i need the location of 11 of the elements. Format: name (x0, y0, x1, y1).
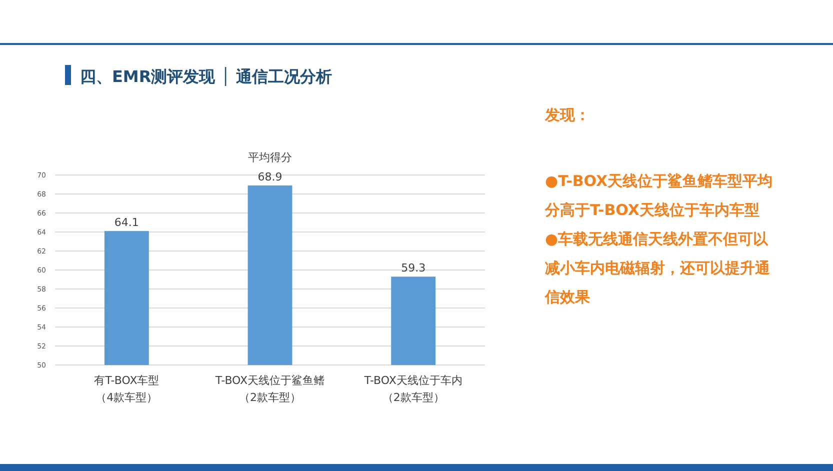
x-tick-label: 有T-BOX车型（4款车型） (94, 374, 160, 404)
text: ●T-BOX天线位于鲨鱼鳍车型平均分高于T-BOX天线位于车内车型 (544, 172, 773, 219)
data-label: 64.1 (114, 216, 139, 230)
chart-title: 四、EMR测评发现 │ 通信工况分析 (80, 66, 332, 86)
x-tick-label: T-BOX天线位于鲨鱼鳍（2款车型） (214, 374, 325, 404)
chart-subtitle: 平均得分 (248, 151, 292, 164)
data-label: 68.9 (258, 170, 282, 184)
data-label: 59.3 (401, 262, 426, 275)
text: 发现： (544, 106, 590, 124)
text: ●车载无线通信天线外置不但可以减小车内电磁辐射，还可以提升通信效果 (544, 230, 771, 306)
x-tick-label: T-BOX天线位于车内（2款车型） (363, 374, 462, 404)
